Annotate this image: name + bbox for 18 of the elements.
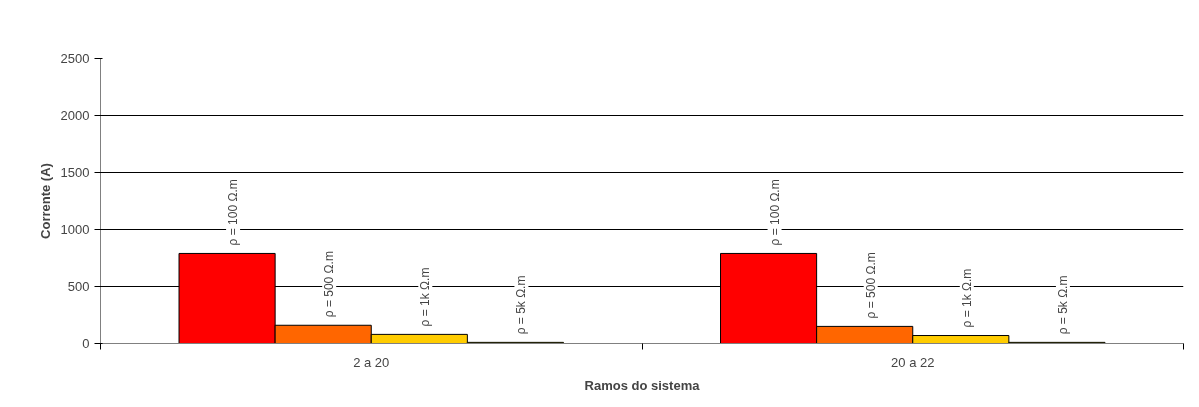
text: ρ = 100 Ω.m bbox=[226, 179, 241, 246]
text: ρ = 5k Ω.m bbox=[1055, 275, 1070, 335]
x-tick-label: 20 a 22 bbox=[891, 354, 935, 370]
text: ρ = 500 Ω.m bbox=[322, 251, 337, 318]
text: ρ = 1k Ω.m bbox=[959, 268, 974, 328]
y-tick-label: 1000 bbox=[60, 222, 90, 237]
y-tick-label: 2500 bbox=[60, 51, 90, 66]
text: ρ = 100 Ω.m bbox=[767, 179, 782, 246]
y-tick-label: 0 bbox=[82, 336, 90, 351]
x-tick-label: 2 a 20 bbox=[353, 354, 390, 370]
y-tick-label: 1500 bbox=[60, 165, 90, 180]
text: ρ = 5k Ω.m bbox=[514, 275, 529, 335]
x-axis-title: Ramos do sistema bbox=[584, 377, 701, 393]
y-axis-title: Corrente (A) bbox=[37, 163, 53, 239]
y-tick-label: 500 bbox=[67, 279, 90, 294]
text: ρ = 500 Ω.m bbox=[863, 252, 878, 319]
text: ρ = 1k Ω.m bbox=[418, 267, 433, 327]
y-tick-label: 2000 bbox=[60, 108, 90, 123]
